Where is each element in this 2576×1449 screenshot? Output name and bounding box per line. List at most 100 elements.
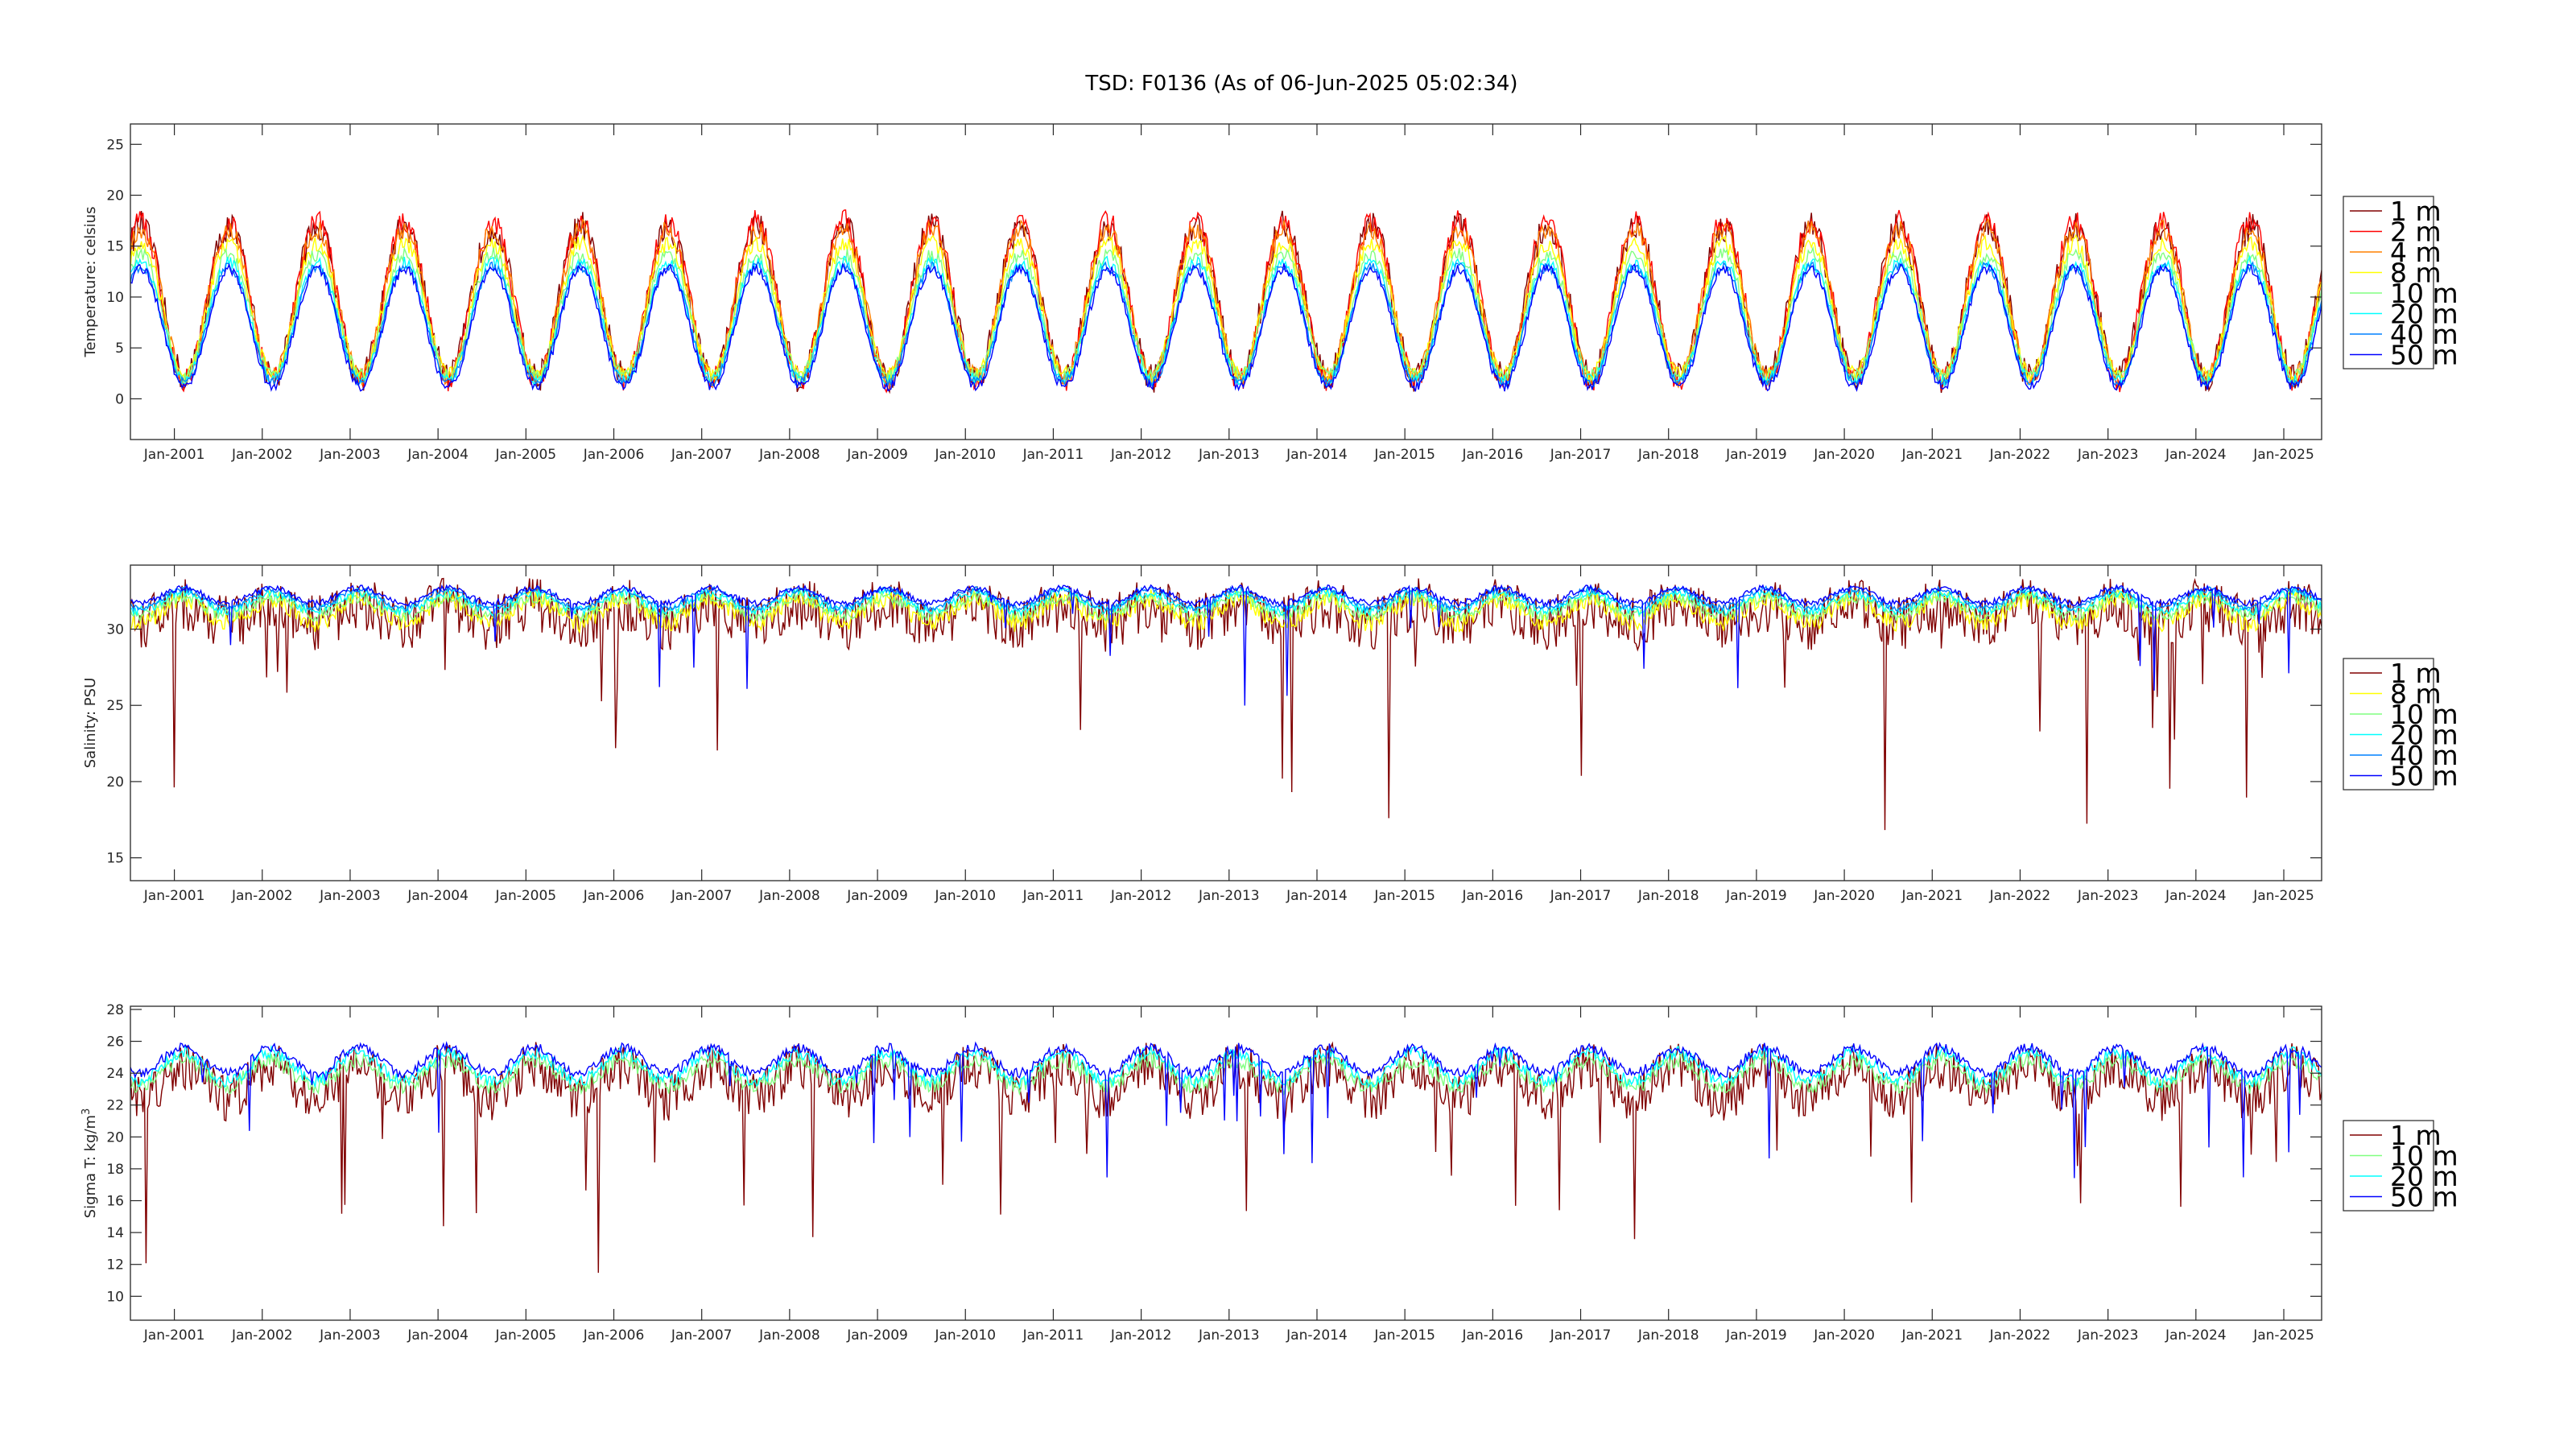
- x-tick-label: Jan-2016: [1462, 888, 1524, 904]
- x-tick-label: Jan-2006: [583, 888, 645, 904]
- series-line-1m: [130, 1041, 2322, 1274]
- y-tick-label: 10: [106, 290, 124, 306]
- x-tick-label: Jan-2018: [1637, 1327, 1699, 1344]
- x-tick-label: Jan-2001: [143, 888, 205, 904]
- panel-2: 15 20 25 30 Jan-2001 Jan-2002 Jan-2003 Jan-2004…: [82, 564, 2458, 904]
- x-tick-label: Jan-2011: [1022, 1327, 1084, 1344]
- x-tick-label: Jan-2002: [231, 1327, 293, 1344]
- figure-title: TSD: F0136 (As of 06-Jun-2025 05:02:34): [1084, 72, 1517, 96]
- axes-background: [130, 124, 2322, 440]
- x-tick-label: Jan-2014: [1286, 888, 1348, 904]
- y-tick-label: 25: [106, 698, 124, 714]
- y-axis-label: Salinity: PSU: [82, 678, 99, 769]
- legend-label: 20 m: [2390, 720, 2458, 751]
- y-tick-label: 15: [106, 239, 124, 255]
- x-tick-label: Jan-2002: [231, 447, 293, 463]
- series-line-50m: [130, 1041, 2322, 1179]
- legend-label: 40 m: [2390, 740, 2458, 771]
- x-tick-label: Jan-2004: [407, 1327, 469, 1344]
- legend: 1 m2 m4 m8 m10 m20 m40 m50 m: [2343, 196, 2458, 371]
- y-tick-label: 25: [106, 137, 124, 153]
- x-tick-label: Jan-2004: [407, 888, 469, 904]
- y-tick-label: 14: [106, 1225, 124, 1241]
- x-tick-label: Jan-2011: [1022, 447, 1084, 463]
- y-tick-label: 24: [106, 1066, 124, 1082]
- x-tick-label: Jan-2009: [846, 888, 908, 904]
- legend-label: 10 m: [2390, 278, 2458, 309]
- y-tick-label: 10: [106, 1289, 124, 1305]
- x-tick-label: Jan-2025: [2252, 888, 2314, 904]
- panels: 0 5 10 15 20 25 Jan-2001 Jan-2002 Jan-2003 Jan-20…: [80, 123, 2458, 1344]
- legend-label: 50 m: [2390, 1182, 2458, 1213]
- x-tick-label: Jan-2020: [1813, 888, 1875, 904]
- x-tick-label: Jan-2020: [1813, 1327, 1875, 1344]
- y-tick-label: 20: [106, 1129, 124, 1146]
- y-tick-label: 18: [106, 1162, 124, 1178]
- x-tick-label: Jan-2017: [1550, 447, 1612, 463]
- x-tick-label: Jan-2019: [1725, 1327, 1787, 1344]
- x-tick-label: Jan-2002: [231, 888, 293, 904]
- x-tick-label: Jan-2010: [934, 1327, 996, 1344]
- legend-box: [2343, 658, 2434, 791]
- x-tick-label: Jan-2023: [2077, 447, 2139, 463]
- x-tick-label: Jan-2010: [934, 447, 996, 463]
- x-tick-label: Jan-2024: [2165, 447, 2227, 463]
- x-tick-label: Jan-2008: [758, 447, 820, 463]
- x-tick-label: Jan-2008: [758, 1327, 820, 1344]
- x-tick-label: Jan-2020: [1813, 447, 1875, 463]
- y-tick-label: 12: [106, 1257, 124, 1274]
- y-axis-label-superscript: 3: [80, 1108, 93, 1115]
- series-group: [130, 209, 2322, 394]
- x-tick-label: Jan-2017: [1550, 1327, 1612, 1344]
- x-tick-label: Jan-2013: [1198, 447, 1260, 463]
- x-tick-label: Jan-2009: [846, 1327, 908, 1344]
- legend-label: 20 m: [2390, 1161, 2458, 1192]
- x-tick-label: Jan-2012: [1110, 1327, 1172, 1344]
- series-line-20m: [130, 586, 2322, 617]
- x-tick-label: Jan-2008: [758, 888, 820, 904]
- x-tick-label: Jan-2015: [1373, 888, 1435, 904]
- x-tick-label: Jan-2021: [1901, 447, 1963, 463]
- x-tick-label: Jan-2007: [671, 447, 733, 463]
- y-tick-label: 22: [106, 1098, 124, 1114]
- x-tick-label: Jan-2021: [1901, 1327, 1963, 1344]
- y-tick-label: 26: [106, 1034, 124, 1051]
- x-tick-label: Jan-2019: [1725, 447, 1787, 463]
- y-tick-label: 20: [106, 774, 124, 791]
- series-group: [130, 577, 2322, 831]
- x-tick-label: Jan-2005: [495, 447, 557, 463]
- x-tick-label: Jan-2019: [1725, 888, 1787, 904]
- x-tick-label: Jan-2013: [1198, 888, 1260, 904]
- axes-frame: [130, 123, 2322, 440]
- legend-label: 50 m: [2390, 761, 2458, 792]
- panel-3: 10 12 14 16 18 20 22 24 26 28 Jan-2001 Jan-2002 Jan-…: [80, 1002, 2458, 1344]
- legend-label: 1 m: [2390, 196, 2442, 227]
- x-tick-label: Jan-2014: [1286, 447, 1348, 463]
- x-tick-label: Jan-2015: [1373, 447, 1435, 463]
- y-tick-label: 20: [106, 188, 124, 204]
- legend-box: [2343, 196, 2434, 369]
- x-tick-label: Jan-2018: [1637, 447, 1699, 463]
- x-tick-label: Jan-2003: [319, 888, 381, 904]
- legend-label: 2 m: [2390, 217, 2442, 248]
- x-tick-label: Jan-2011: [1022, 888, 1084, 904]
- x-tick-label: Jan-2024: [2165, 888, 2227, 904]
- y-tick-label: 28: [106, 1002, 124, 1018]
- legend-label: 40 m: [2390, 319, 2458, 350]
- x-tick-label: Jan-2005: [495, 1327, 557, 1344]
- x-tick-label: Jan-2018: [1637, 888, 1699, 904]
- x-tick-label: Jan-2024: [2165, 1327, 2227, 1344]
- x-tick-label: Jan-2016: [1462, 1327, 1524, 1344]
- y-tick-label: 0: [115, 391, 124, 407]
- legend-label: 1 m: [2390, 1120, 2442, 1151]
- x-tick-label: Jan-2014: [1286, 1327, 1348, 1344]
- x-tick-label: Jan-2007: [671, 888, 733, 904]
- x-tick-label: Jan-2003: [319, 1327, 381, 1344]
- series-line-50m: [130, 583, 2322, 706]
- y-tick-label: 30: [106, 622, 124, 638]
- y-tick-label: 16: [106, 1194, 124, 1210]
- x-tick-label: Jan-2004: [407, 447, 469, 463]
- legend-label: 8 m: [2390, 679, 2442, 710]
- axes-frame: [130, 564, 2322, 881]
